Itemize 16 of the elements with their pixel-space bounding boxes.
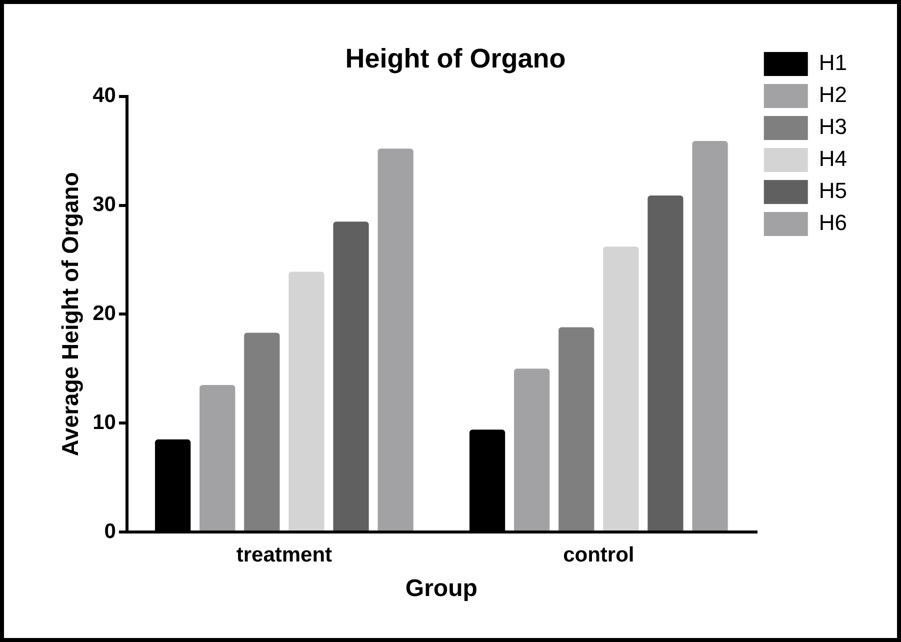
y-tick-label: 0 bbox=[104, 520, 116, 543]
x-axis-title: Group bbox=[405, 575, 478, 602]
legend-label: H4 bbox=[818, 146, 847, 172]
x-tick-label: control bbox=[563, 543, 634, 566]
legend-label: H1 bbox=[818, 50, 847, 76]
chart-title: Height of Organo bbox=[345, 44, 566, 74]
legend-label: H2 bbox=[818, 82, 847, 108]
y-tick-label: 30 bbox=[92, 193, 116, 216]
x-tick-label: treatment bbox=[236, 543, 332, 566]
legend-label: H3 bbox=[818, 114, 847, 140]
y-tick-label: 40 bbox=[92, 84, 116, 108]
y-tick-label: 10 bbox=[92, 410, 116, 434]
legend-label: H5 bbox=[818, 178, 847, 204]
legend-label: H6 bbox=[818, 210, 847, 236]
y-axis-title: Average Height of Organo bbox=[57, 172, 84, 456]
y-tick-label: 20 bbox=[92, 302, 116, 325]
